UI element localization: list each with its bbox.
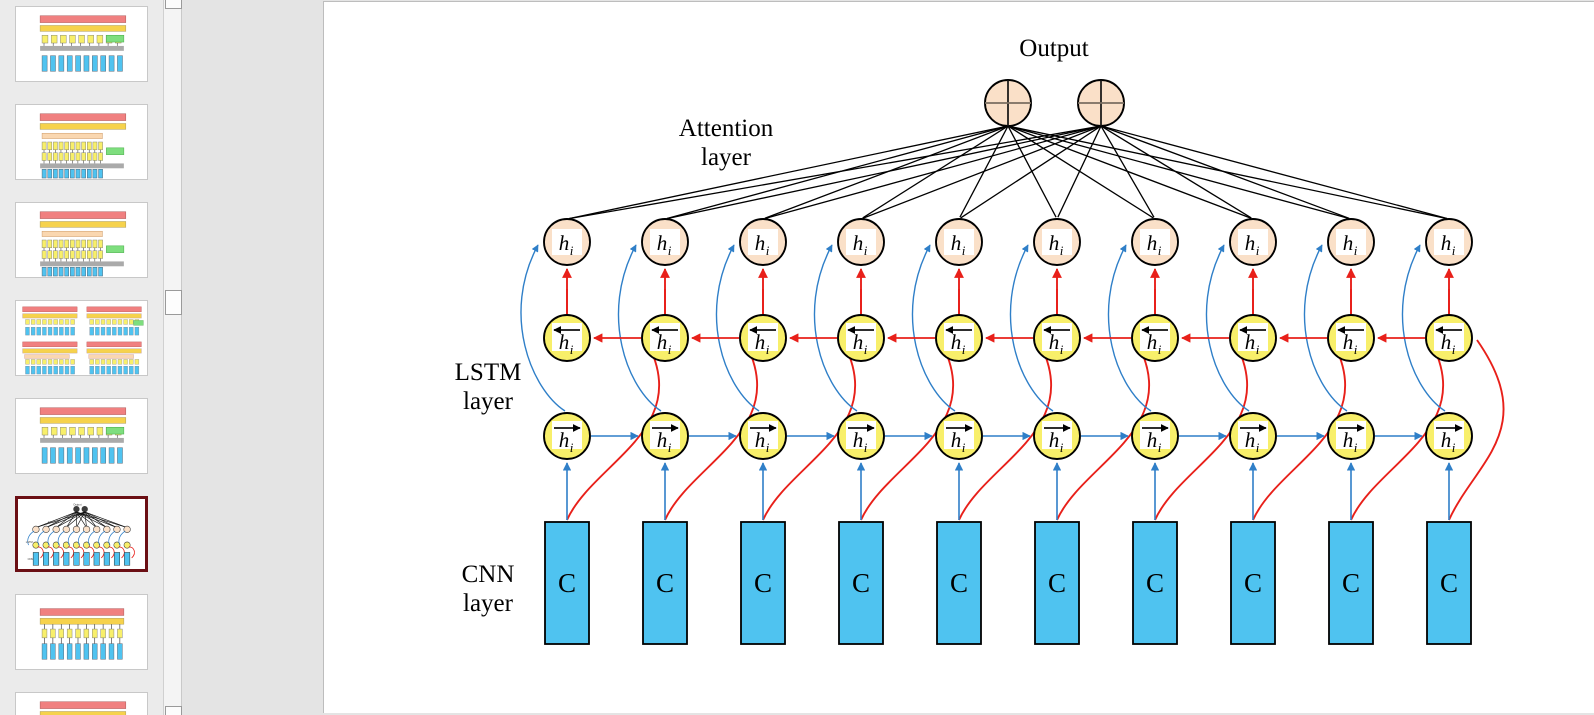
- attention-layer-nodes: hi hi hi hi hi hi hi hi hi hi: [543, 218, 1473, 266]
- cnn-block: [1230, 521, 1276, 645]
- cnn-block: [1328, 521, 1374, 645]
- cnn-block-label: C: [1342, 568, 1360, 598]
- cnn-block-label: C: [754, 568, 772, 598]
- slide-thumbnail-7[interactable]: [15, 594, 148, 670]
- cnn-block: [1132, 521, 1178, 645]
- cnn-block-label: C: [1244, 568, 1262, 598]
- forward-lstm-nodes: hi hi hi hi hi hi hi hi hi hi: [543, 412, 1473, 460]
- cnn-block: [838, 521, 884, 645]
- scrollbar-thumb[interactable]: [165, 290, 182, 315]
- cnn-to-backward-lstm-curves: [566, 339, 1505, 521]
- slide-thumbnail-8[interactable]: [15, 692, 148, 715]
- cnn-block: [642, 521, 688, 645]
- thumbnail-panel-scrollbar[interactable]: [163, 0, 182, 715]
- slide-thumbnail-strip: Output Attention LSTM CNN: [0, 0, 163, 715]
- cnn-block: [740, 521, 786, 645]
- cnn-block-label: C: [852, 568, 870, 598]
- slide-canvas[interactable]: C C C C C C C C C C hi hi hi hi hi hi hi hi hi hi hi hi hi hi…: [323, 1, 1594, 713]
- cnn-block-label: C: [656, 568, 674, 598]
- slide-thumbnail-6[interactable]: Output Attention LSTM CNN: [15, 496, 148, 572]
- cnn-block: [1426, 521, 1472, 645]
- attention-layer-label: Attention: [679, 115, 774, 142]
- cnn-layer-label: CNN: [462, 561, 515, 588]
- slide-thumbnail-2[interactable]: [15, 104, 148, 180]
- cnn-block: [544, 521, 590, 645]
- cnn-block-label: C: [950, 568, 968, 598]
- cnn-layer-label-line2: layer: [463, 590, 514, 617]
- lstm-layer-label-line2: layer: [463, 388, 514, 415]
- backward-lstm-nodes: hi hi hi hi hi hi hi hi hi hi: [543, 314, 1473, 362]
- cnn-block-label: C: [1440, 568, 1458, 598]
- forward-lstm-to-attention-curves: [520, 244, 1446, 412]
- slide-thumbnail-4[interactable]: [15, 300, 148, 376]
- cnn-block: [1034, 521, 1080, 645]
- attention-to-output-connections: [568, 125, 1448, 220]
- recurrent-horizontal-arrows: [591, 333, 1425, 441]
- svg-text:LSTM: LSTM: [26, 540, 33, 544]
- vertical-feed-arrows: [562, 268, 1454, 520]
- slide-editing-workspace: C C C C C C C C C C hi hi hi hi hi hi hi hi hi hi hi hi hi hi…: [182, 0, 1594, 715]
- cnn-block-label: C: [558, 568, 576, 598]
- output-layer-nodes: [984, 79, 1125, 127]
- cnn-block: [936, 521, 982, 645]
- slide-thumbnail-panel[interactable]: Output Attention LSTM CNN: [0, 0, 163, 715]
- attention-layer-label-line2: layer: [701, 144, 752, 171]
- cnn-block-label: C: [1048, 568, 1066, 598]
- slide-thumbnail-3[interactable]: [15, 202, 148, 278]
- scroll-up-arrow-icon[interactable]: [165, 0, 182, 9]
- output-label: Output: [1019, 35, 1089, 62]
- scroll-down-arrow-icon[interactable]: [165, 706, 182, 715]
- lstm-layer-label: LSTM: [455, 359, 522, 386]
- slide-thumbnail-1[interactable]: [15, 6, 148, 82]
- svg-text:Attention: Attention: [48, 520, 59, 524]
- cnn-block-label: C: [1146, 568, 1164, 598]
- slide-thumbnail-5[interactable]: [15, 398, 148, 474]
- svg-text:CNN: CNN: [28, 557, 34, 561]
- svg-text:Output: Output: [73, 502, 81, 506]
- network-architecture-diagram: C C C C C C C C C C hi hi hi hi hi hi hi hi hi hi hi hi hi hi…: [455, 35, 1505, 645]
